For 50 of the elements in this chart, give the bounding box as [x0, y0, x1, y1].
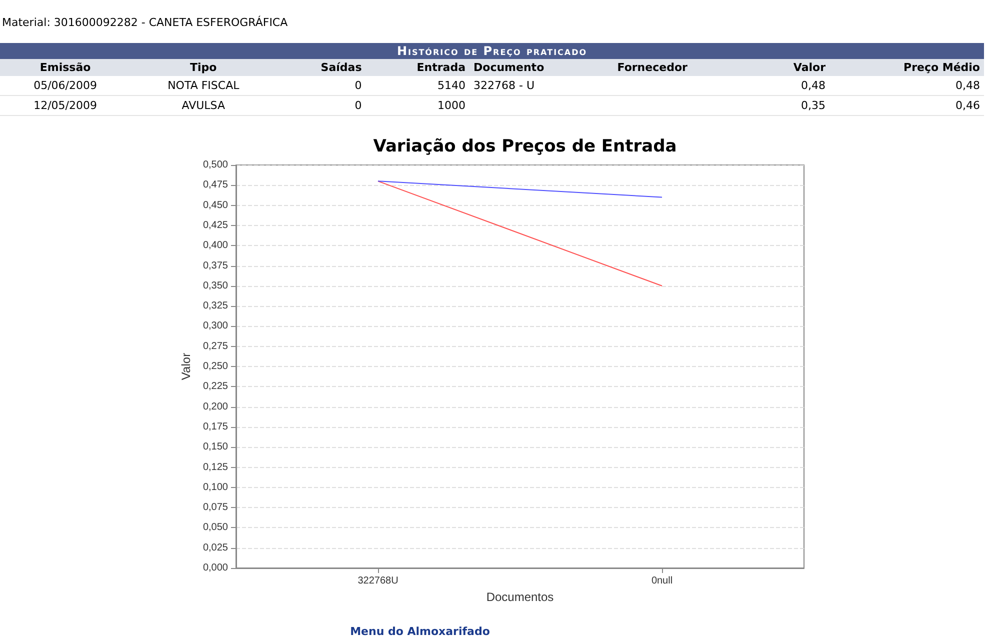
chart-title: Variação dos Preços de Entrada	[373, 136, 677, 156]
y-tick-label: 0,350	[202, 280, 228, 292]
text: Histórico de Preço praticado	[0, 43, 984, 59]
category-label: Fornecedor	[613, 59, 756, 76]
text: 0,48	[756, 76, 830, 96]
y-tick-label: 0,375	[202, 260, 228, 272]
text: Material: 301600092282 - CANETA ESFEROGRÁFICA	[2, 16, 288, 29]
x-tick-label: 0null	[651, 576, 673, 586]
category-label: Saídas	[276, 59, 366, 76]
y-tick-label: 0,150	[202, 442, 228, 453]
category-label: Tipo	[130, 59, 276, 76]
x-axis-title: Documentos	[486, 590, 554, 604]
y-axis-title: Valor	[179, 352, 194, 380]
text: 0,35	[756, 96, 830, 116]
y-tick-label: 0,175	[202, 421, 228, 432]
y-tick-label: 0,225	[202, 381, 228, 392]
y-tick-label: 0,200	[202, 401, 228, 412]
y-tick-label: 0,250	[202, 361, 228, 372]
text: 5140	[366, 76, 470, 96]
text: Menu do Almoxarifado	[349, 625, 491, 638]
y-tick-label: 0,475	[202, 180, 228, 191]
y-tick-label: 0,050	[202, 522, 228, 534]
text: 322768 - U	[470, 76, 614, 96]
y-tick-label: 0,300	[202, 320, 228, 332]
text: AVULSA	[130, 96, 276, 116]
text: 12/05/2009	[0, 96, 131, 116]
x-tick-label: 322768U	[358, 576, 398, 586]
y-tick-label: 0,400	[202, 240, 228, 252]
category-label: Emissão	[0, 59, 131, 76]
category-label: Entrada	[366, 59, 470, 76]
category-label: Valor	[756, 59, 830, 76]
text: 0	[276, 76, 366, 96]
y-tick-label: 0,000	[202, 562, 228, 574]
y-tick-label: 0,025	[202, 542, 228, 554]
y-tick-label: 0,425	[202, 220, 228, 231]
category-label: Documento	[470, 59, 614, 76]
y-tick-label: 0,325	[202, 300, 228, 312]
category-label: Preço Médio	[830, 59, 984, 76]
text: 0,48	[830, 76, 984, 96]
text: 05/06/2009	[0, 76, 131, 96]
text: 1000	[366, 96, 470, 116]
y-tick-label: 0,500	[202, 160, 228, 170]
y-tick-label: 0,275	[202, 340, 228, 352]
y-tick-label: 0,125	[202, 462, 228, 473]
y-tick-label: 0,100	[202, 482, 228, 493]
text: NOTA FISCAL	[130, 76, 276, 96]
y-tick-label: 0,075	[202, 502, 228, 514]
text: 0	[276, 96, 366, 116]
y-tick-label: 0,450	[202, 200, 228, 211]
text: 0,46	[830, 96, 984, 116]
